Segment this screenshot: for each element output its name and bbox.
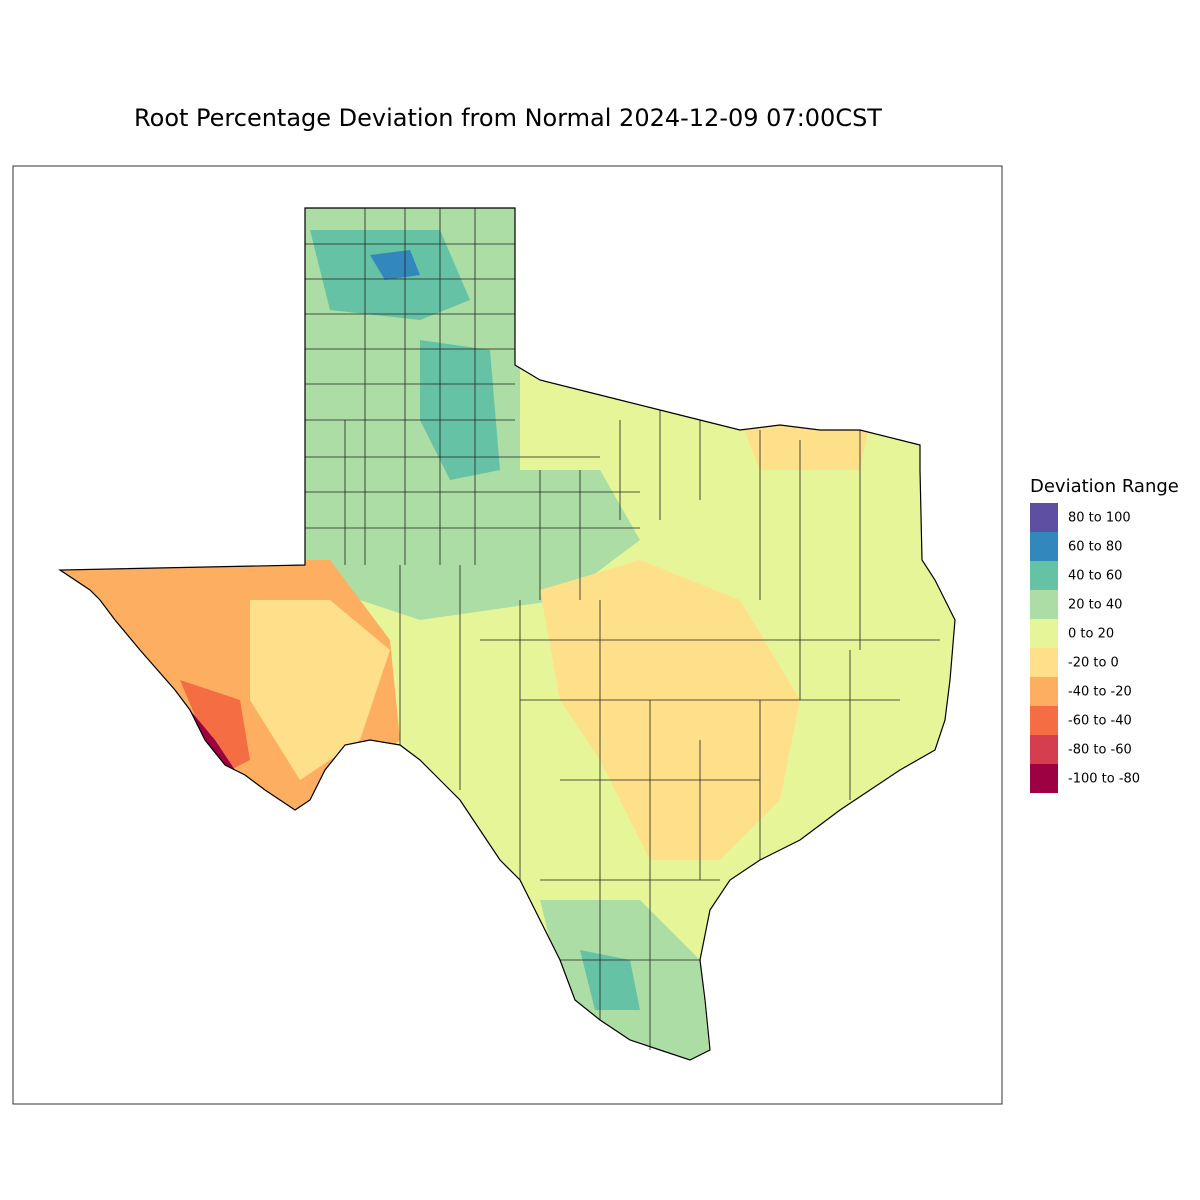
legend-label: -100 to -80: [1068, 772, 1140, 787]
legend-label: 40 to 60: [1068, 569, 1122, 584]
legend-swatch: [1030, 706, 1058, 735]
panel-border: [12, 165, 1003, 1105]
legend-label: -20 to 0: [1068, 656, 1119, 671]
legend-swatch: [1030, 503, 1058, 532]
legend-swatch: [1030, 619, 1058, 648]
deviation-raster: [60, 208, 955, 1060]
region: [180, 680, 250, 775]
map-title: Root Percentage Deviation from Normal 20…: [134, 104, 882, 132]
legend-label: -80 to -60: [1068, 743, 1132, 758]
legend-swatch: [1030, 764, 1058, 793]
legend-swatch: [1030, 532, 1058, 561]
region: [540, 560, 800, 860]
legend-label: 20 to 40: [1068, 598, 1122, 613]
legend-label: -40 to -20: [1068, 685, 1132, 700]
legend-swatch: [1030, 735, 1058, 764]
region: [580, 950, 640, 1010]
region: [250, 600, 390, 780]
legend: 80 to 100 60 to 80 40 to 60 20 to 40 0 to 20…: [1030, 503, 1140, 793]
legend-swatch: [1030, 648, 1058, 677]
region: [190, 710, 235, 770]
legend-label: 80 to 100: [1068, 511, 1131, 526]
legend-swatch: [1030, 677, 1058, 706]
region: [740, 420, 870, 470]
legend-title: Deviation Range: [1030, 476, 1179, 497]
legend-label: -60 to -40: [1068, 714, 1132, 729]
legend-swatch: [1030, 561, 1058, 590]
legend-label: 60 to 80: [1068, 540, 1122, 555]
legend-swatch: [1030, 590, 1058, 619]
county-lines: [305, 208, 940, 1050]
region: [370, 250, 420, 280]
legend-label: 0 to 20: [1068, 627, 1114, 642]
